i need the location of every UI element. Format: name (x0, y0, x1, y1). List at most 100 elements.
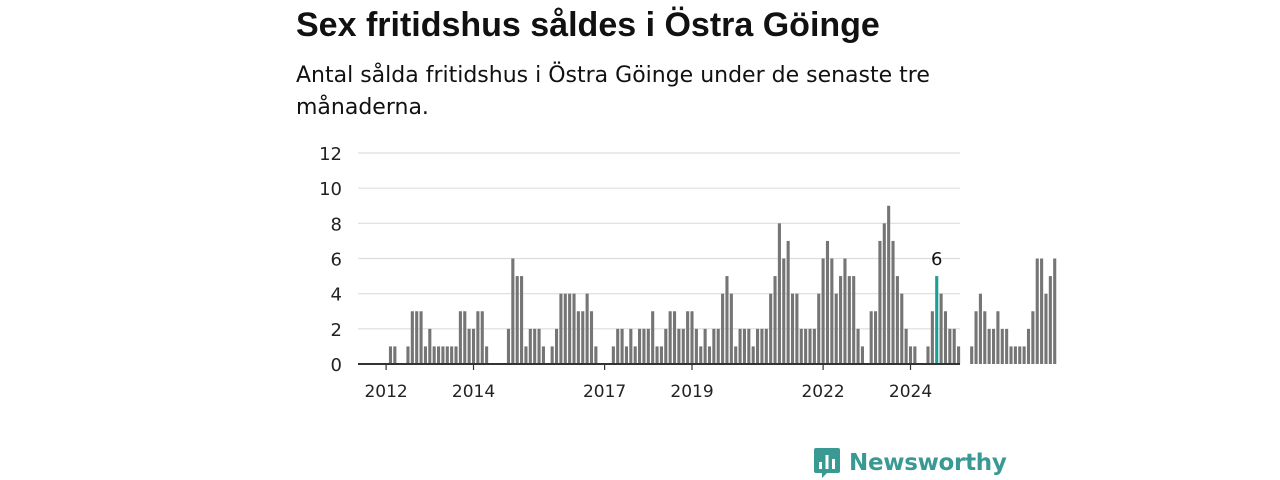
y-axis-labels: 0 2 4 6 8 10 12 (319, 144, 342, 376)
bar (1018, 346, 1022, 364)
bar (415, 311, 419, 364)
bar (681, 328, 685, 364)
bar (834, 293, 838, 364)
bar (895, 276, 899, 364)
bar (616, 328, 620, 364)
bar (611, 346, 615, 364)
bar (554, 328, 559, 364)
bar (707, 346, 712, 364)
bar (891, 240, 895, 364)
bar (773, 276, 777, 364)
bar (1005, 328, 1009, 364)
chart-speech-bubble-icon (814, 448, 840, 478)
bar (1048, 276, 1052, 364)
bar (467, 328, 471, 364)
bar (458, 311, 462, 364)
bar (882, 223, 886, 364)
bar (825, 240, 830, 364)
bar (620, 328, 624, 364)
bar (703, 328, 707, 364)
bar (712, 328, 716, 364)
bar (769, 293, 773, 364)
bar (576, 311, 580, 364)
bar (856, 328, 860, 364)
bar (756, 328, 760, 364)
bar (721, 293, 725, 364)
bar (659, 346, 663, 364)
bar (860, 346, 864, 364)
bar (725, 276, 729, 364)
bar (786, 240, 790, 364)
bar (506, 328, 511, 364)
bar (699, 346, 703, 364)
gridlines (358, 152, 960, 330)
bar (520, 276, 524, 364)
bar (423, 346, 427, 364)
bar (541, 346, 545, 364)
bar (589, 311, 594, 364)
bar (821, 258, 825, 364)
bar (524, 346, 528, 364)
x-axis-labels: 2012 2014 2017 2019 2022 2024 (364, 364, 932, 402)
bar (729, 293, 733, 364)
bar (991, 328, 996, 364)
highlight-bar (935, 276, 939, 364)
logo-text: Newsworthy (849, 450, 1007, 476)
bar (939, 293, 943, 364)
bar (572, 293, 576, 364)
bar (629, 328, 633, 364)
bar (471, 328, 476, 364)
highlight-value-label: 6 (931, 249, 942, 270)
bar (1053, 258, 1057, 364)
bar (463, 311, 467, 364)
bar (585, 293, 589, 364)
bar (908, 346, 913, 364)
x-tick-label: 2019 (670, 382, 713, 402)
bar (1013, 346, 1017, 364)
bar (1022, 346, 1026, 364)
bar (804, 328, 808, 364)
bar (550, 346, 554, 364)
bar (686, 311, 690, 364)
bar (760, 328, 764, 364)
bar (751, 346, 755, 364)
bars (388, 205, 1057, 364)
bar (624, 346, 629, 364)
bar (777, 223, 781, 364)
bar (987, 328, 991, 364)
bar (1009, 346, 1013, 364)
bar (690, 311, 694, 364)
bar (747, 328, 751, 364)
bar (568, 293, 572, 364)
bar (528, 328, 532, 364)
bar (904, 328, 908, 364)
bar (677, 328, 681, 364)
newsworthy-logo[interactable]: Newsworthy (813, 447, 1007, 479)
bar (480, 311, 484, 364)
bar (694, 328, 698, 364)
x-tick-label: 2014 (452, 382, 495, 402)
y-tick-label: 10 (319, 179, 342, 200)
bar (978, 293, 982, 364)
bar (633, 346, 637, 364)
bar (672, 311, 677, 364)
bar (790, 293, 795, 364)
bar (1035, 258, 1039, 364)
bar (734, 346, 738, 364)
bar (428, 328, 432, 364)
bar (812, 328, 816, 364)
bar (537, 328, 541, 364)
bar (847, 276, 851, 364)
chart-subtitle: Antal sålda fritidshus i Östra Göinge un… (296, 63, 930, 120)
bar (952, 328, 956, 364)
bar (581, 311, 585, 364)
bar (638, 328, 642, 364)
bar (563, 293, 567, 364)
bar (533, 328, 537, 364)
bar (393, 346, 397, 364)
x-tick-label: 2017 (583, 382, 626, 402)
bar (738, 328, 742, 364)
y-tick-label: 0 (331, 355, 342, 376)
bar (1026, 328, 1031, 364)
bar (515, 276, 519, 364)
